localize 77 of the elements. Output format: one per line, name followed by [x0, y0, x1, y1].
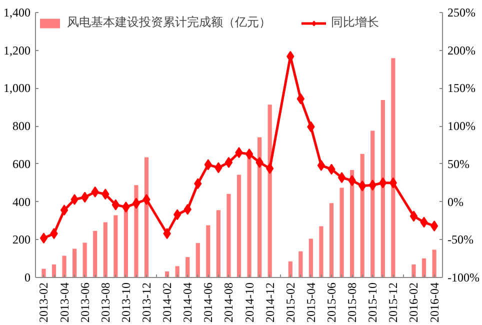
- x-tick-label: 2013-12: [140, 282, 154, 322]
- bar: [72, 248, 77, 278]
- x-tick-label: 2013-10: [118, 282, 133, 322]
- x-tick-label: 2015-02: [283, 282, 298, 322]
- point: [224, 156, 233, 168]
- x-tick-label: 2016-02: [406, 282, 421, 322]
- point: [245, 148, 254, 160]
- y2-tick-label: 250%: [448, 6, 476, 20]
- point: [60, 204, 68, 216]
- x-tick-label: 2014-12: [262, 282, 277, 322]
- bar: [308, 238, 313, 278]
- bar: [340, 188, 344, 278]
- bar: [360, 154, 364, 278]
- bar: [247, 156, 252, 278]
- bar: [391, 58, 396, 278]
- x-tick-label: 2014-08: [222, 282, 236, 322]
- y-tick-label: 800: [12, 119, 30, 134]
- point: [338, 172, 346, 184]
- y2-tick-label: -50%: [448, 232, 474, 247]
- point: [40, 232, 48, 244]
- bar: [329, 203, 334, 278]
- x-tick-label: 2013-02: [36, 282, 51, 322]
- y2-tick-label: 0%: [448, 194, 464, 209]
- point: [317, 160, 326, 171]
- x-tick-label: 2014-06: [201, 282, 216, 322]
- bar: [236, 174, 242, 278]
- x-tick-label: 2015-10: [366, 282, 380, 322]
- bar: [432, 250, 436, 278]
- y-tick-label: 200: [12, 232, 30, 247]
- bar: [186, 257, 190, 278]
- x-tick-label: 2013-08: [98, 282, 112, 322]
- y2-tick-label: 200%: [448, 43, 476, 58]
- bar: [422, 258, 426, 278]
- y2-tick-label: 150%: [448, 81, 476, 96]
- point: [410, 210, 418, 222]
- x-tick-label: 2015-04: [304, 282, 318, 322]
- bar: [103, 222, 108, 278]
- y-tick-label: 1,400: [4, 6, 30, 20]
- bar: [288, 261, 292, 278]
- bar: [124, 209, 128, 278]
- bar: [93, 230, 98, 278]
- x-tick-label: 2016-04: [427, 282, 442, 322]
- legend-label: 同比增长: [331, 14, 379, 31]
- y-tick-label: 0: [24, 270, 30, 284]
- bar: [298, 251, 303, 278]
- bar: [380, 100, 385, 278]
- x-tick-label: 2014-10: [242, 282, 256, 322]
- bar: [412, 264, 416, 278]
- x-tick-label: 2014-04: [180, 282, 195, 322]
- bar: [42, 268, 46, 278]
- bar: [82, 242, 87, 278]
- bar: [114, 215, 118, 278]
- bar: [319, 226, 324, 278]
- y-tick-label: 1,000: [4, 81, 30, 96]
- x-tick-label: 2015-08: [345, 282, 360, 322]
- bar: [206, 225, 210, 278]
- y2-tick-label: -100%: [448, 270, 480, 284]
- point: [430, 220, 438, 232]
- y-tick-label: 400: [12, 194, 30, 209]
- x-tick-label: 2014-02: [160, 282, 174, 322]
- legend-label: 风电基本建设投资累计完成额（亿元）: [67, 14, 271, 31]
- y-tick-label: 1,200: [4, 43, 30, 58]
- bar: [370, 130, 375, 278]
- bar: [62, 256, 66, 278]
- x-tick-label: 2013-04: [57, 282, 72, 322]
- point: [132, 198, 140, 209]
- bar: [196, 243, 200, 278]
- y2-tick-label: 100%: [448, 119, 476, 134]
- bar: [258, 137, 262, 278]
- y2-tick-label: 50%: [448, 156, 470, 171]
- x-tick-label: 2015-12: [386, 282, 400, 322]
- bar: [226, 194, 231, 278]
- x-tick-label: 2013-06: [78, 282, 92, 322]
- bar: [216, 210, 220, 278]
- bar: [134, 185, 138, 278]
- y-tick-label: 600: [12, 156, 30, 171]
- x-tick-label: 2015-06: [324, 282, 338, 322]
